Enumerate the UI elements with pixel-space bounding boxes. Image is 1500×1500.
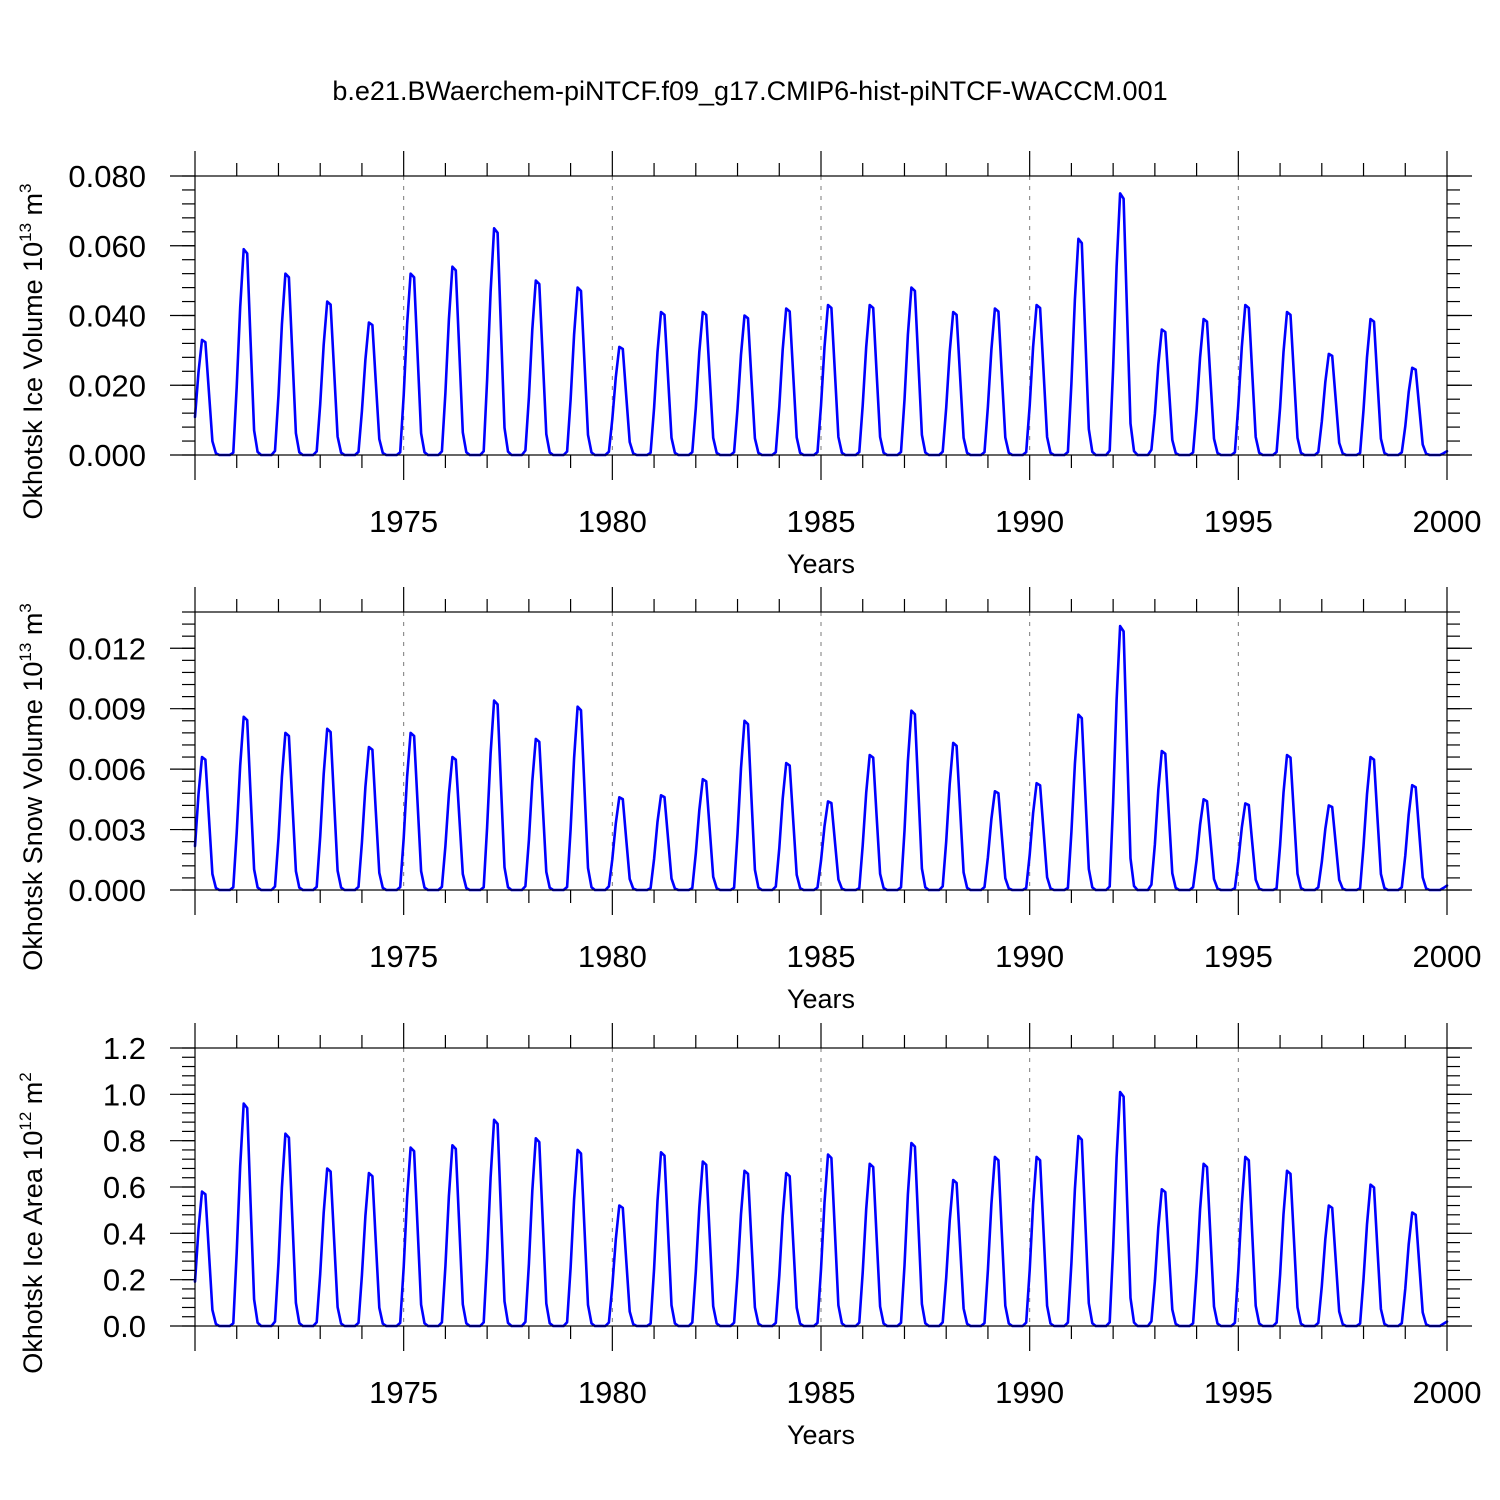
series-line — [193, 1090, 1449, 1328]
panel-1: 0.000 0.020 0.040 0.060 0.080 1975 1980 1985 199… — [16, 151, 1481, 579]
x-axis-label: Years — [787, 984, 855, 1014]
y-tick-label: 0.040 — [68, 299, 146, 334]
plot-frame — [194, 175, 1448, 456]
x-tick-label: 1980 — [578, 1375, 647, 1410]
x-tick-label: 1975 — [369, 1375, 438, 1410]
y-axis-label-exponent: 13 — [16, 643, 35, 662]
y-axis-label-unit: m — [18, 613, 48, 643]
y-axis-label-text: Okhotsk Ice Volume 10 — [18, 242, 48, 520]
x-tick-label: 2000 — [1413, 504, 1482, 539]
x-tick-label: 1995 — [1204, 939, 1273, 974]
y-axis-label-unit: m — [18, 1082, 48, 1112]
y-tick-label: 0.8 — [103, 1124, 146, 1159]
y-tick-label: 1.0 — [103, 1077, 146, 1112]
y-tick-label: 0.006 — [68, 752, 146, 787]
x-tick-label: 1990 — [995, 1375, 1064, 1410]
y-tick-label: 0.4 — [103, 1216, 146, 1251]
y-tick-label: 0.020 — [68, 368, 146, 403]
x-tick-label: 1990 — [995, 504, 1064, 539]
y-axis-label: Okhotsk Snow Volume 1013 m3 — [16, 603, 48, 971]
y-axis-label-unit-exponent: 3 — [16, 183, 35, 192]
y-tick-label: 0.080 — [68, 159, 146, 194]
y-tick-label: 0.000 — [68, 873, 146, 908]
y-tick-label: 0.060 — [68, 229, 146, 264]
x-axis-label: Years — [787, 1420, 855, 1450]
x-tick-label: 1975 — [369, 939, 438, 974]
y-tick-label: 0.012 — [68, 631, 146, 666]
y-axis-label: Okhotsk Ice Volume 1013 m3 — [16, 183, 48, 519]
x-tick-label: 2000 — [1413, 939, 1482, 974]
y-axis-label-unit-exponent: 2 — [16, 1072, 35, 1081]
y-axis-label-exponent: 13 — [16, 223, 35, 242]
x-tick-label: 1980 — [578, 939, 647, 974]
series-line — [193, 624, 1449, 892]
y-tick-label: 0.6 — [103, 1170, 146, 1205]
y-tick-label: 0.003 — [68, 813, 146, 848]
x-tick-label: 1975 — [369, 504, 438, 539]
x-tick-label: 1995 — [1204, 504, 1273, 539]
x-tick-label: 1995 — [1204, 1375, 1273, 1410]
plot-frame — [194, 611, 1448, 891]
panel-2: 0.000 0.003 0.006 0.009 0.012 1975 1980 1985 199… — [16, 587, 1481, 1014]
y-axis-label-text: Okhotsk Snow Volume 10 — [18, 662, 48, 971]
x-tick-label: 2000 — [1413, 1375, 1482, 1410]
y-axis-label-text: Okhotsk Ice Area 10 — [18, 1131, 48, 1374]
x-tick-label: 1990 — [995, 939, 1064, 974]
x-tick-label: 1980 — [578, 504, 647, 539]
x-tick-label: 1985 — [787, 1375, 856, 1410]
y-tick-label: 1.2 — [103, 1031, 146, 1066]
x-tick-label: 1985 — [787, 939, 856, 974]
plot-frame — [194, 1047, 1448, 1327]
panels: 0.000 0.020 0.040 0.060 0.080 1975 1980 1985 199… — [16, 151, 1481, 1450]
y-axis-label-unit-exponent: 3 — [16, 603, 35, 612]
y-axis-label: Okhotsk Ice Area 1012 m2 — [16, 1072, 48, 1374]
y-axis-label-exponent: 12 — [16, 1112, 35, 1131]
y-tick-label: 0.2 — [103, 1263, 146, 1298]
chart-title: b.e21.BWaerchem-piNTCF.f09_g17.CMIP6-his… — [332, 76, 1167, 106]
y-tick-label: 0.009 — [68, 692, 146, 727]
y-tick-label: 0.0 — [103, 1309, 146, 1344]
series-line — [193, 192, 1449, 457]
panel-3: 0.0 0.2 0.4 0.6 0.8 1.0 1.2 1975 1980 1985 1990 199… — [16, 1023, 1481, 1450]
y-tick-label: 0.000 — [68, 438, 146, 473]
x-axis-label: Years — [787, 549, 855, 579]
y-axis-label-unit: m — [18, 193, 48, 223]
x-tick-label: 1985 — [787, 504, 856, 539]
